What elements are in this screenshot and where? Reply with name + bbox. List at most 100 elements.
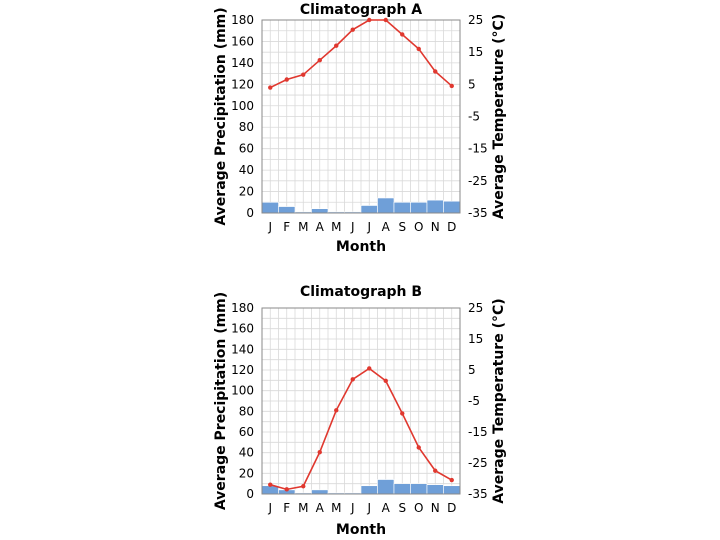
precipitation-bar [377,197,395,214]
temperature-tick-label: 15 [468,45,483,59]
month-tick-label: D [447,220,456,234]
temperature-line [270,367,453,491]
temperature-tick-label: 25 [468,13,483,27]
precipitation-tick-label: 40 [239,163,254,177]
temperature-point [334,43,339,48]
month-tick-label: F [283,220,290,234]
temperature-point [433,69,438,74]
x-axis-title: Month [336,522,386,538]
temperature-point [449,83,454,89]
temperature-point [400,411,405,416]
temperature-point [284,487,289,492]
precipitation-tick-label: 0 [246,487,254,501]
plot-border [261,307,461,495]
month-tick-label: N [431,220,440,234]
precipitation-tick-label: 60 [239,425,254,439]
month-tick-label: O [414,501,423,515]
temperature-point [301,72,306,77]
month-tick-label: J [267,220,272,234]
right-y-axis-title: Average Temperature (°C) [491,298,507,503]
temperature-tick-label: -35 [468,487,488,501]
chart-a: Climatograph A 0 20 40 60 80 100 120 140 160 180 25… [213,2,507,255]
temperature-point [301,484,306,489]
month-tick-label: F [283,501,290,515]
temperature-tick-label: 5 [468,77,476,91]
precipitation-tick-label: 40 [239,446,254,460]
precipitation-tick-label: 140 [231,342,254,356]
left-y-axis-title: Average Precipitation (mm) [213,7,229,225]
month-tick-label: O [414,220,423,234]
temperature-tick-label: -15 [468,425,488,439]
x-axis-title: Month [336,239,386,255]
month-tick-label: A [316,220,325,234]
month-tick-label: A [382,220,391,234]
temperature-point [383,17,388,23]
month-tick-label: J [267,501,272,515]
precipitation-bar [393,483,411,495]
month-tick-label: A [382,501,391,515]
temperature-point [317,449,322,455]
month-tick-label: S [398,501,406,515]
precipitation-bar [410,201,428,214]
month-tick-label: M [331,501,341,515]
month-tick-label: J [366,501,371,515]
temperature-point [284,77,289,82]
precipitation-tick-label: 120 [231,363,254,377]
temperature-point [449,477,454,483]
temperature-point [367,17,372,23]
precipitation-tick-label: 180 [231,13,254,27]
left-y-axis-title: Average Precipitation (mm) [213,292,229,510]
temperature-point [383,378,388,384]
precipitation-tick-label: 160 [231,322,254,336]
temperature-point [268,482,273,487]
temperature-point [350,27,355,32]
temperature-point [350,377,355,382]
precipitation-bar [360,485,378,495]
precipitation-bar [261,201,279,214]
chart-title: Climatograph A [300,2,422,18]
precipitation-tick-label: 20 [239,466,254,480]
precipitation-bar [360,205,378,214]
temperature-point [416,46,421,52]
month-tick-label: A [316,501,325,515]
month-tick-label: J [350,501,355,515]
precipitation-bar [410,483,428,495]
month-tick-label: D [447,501,456,515]
temperature-tick-label: -15 [468,142,488,156]
temperature-tick-label: -35 [468,206,488,220]
month-tick-label: M [298,220,308,234]
month-tick-label: M [331,220,341,234]
precipitation-bar [443,200,461,214]
precipitation-tick-label: 0 [246,206,254,220]
temperature-point [400,32,405,37]
temperature-point [433,468,438,473]
month-tick-label: N [431,501,440,515]
temperature-point [268,85,273,90]
precipitation-bar [278,206,296,214]
temperature-tick-label: -25 [468,174,488,188]
precipitation-tick-label: 100 [231,99,254,113]
month-tick-label: J [366,220,371,234]
precipitation-bar [311,489,329,495]
chart-title: Climatograph B [300,284,422,300]
temperature-tick-label: -25 [468,456,488,470]
temperature-tick-label: -5 [468,394,480,408]
precipitation-tick-label: 160 [231,34,254,48]
temperature-point [317,58,322,63]
precipitation-bar [377,479,395,495]
temperature-point [416,445,421,450]
precipitation-bar [311,208,329,214]
precipitation-tick-label: 100 [231,384,254,398]
precipitation-bar [426,199,444,214]
temperature-point [334,408,339,413]
precipitation-tick-label: 80 [239,404,254,418]
precipitation-tick-label: 20 [239,185,254,199]
month-tick-label: M [298,501,308,515]
temperature-tick-label: 5 [468,363,476,377]
month-tick-label: J [350,220,355,234]
plot-border [261,19,461,214]
precipitation-tick-label: 80 [239,120,254,134]
temperature-point [367,366,372,371]
precipitation-bar [393,201,411,214]
